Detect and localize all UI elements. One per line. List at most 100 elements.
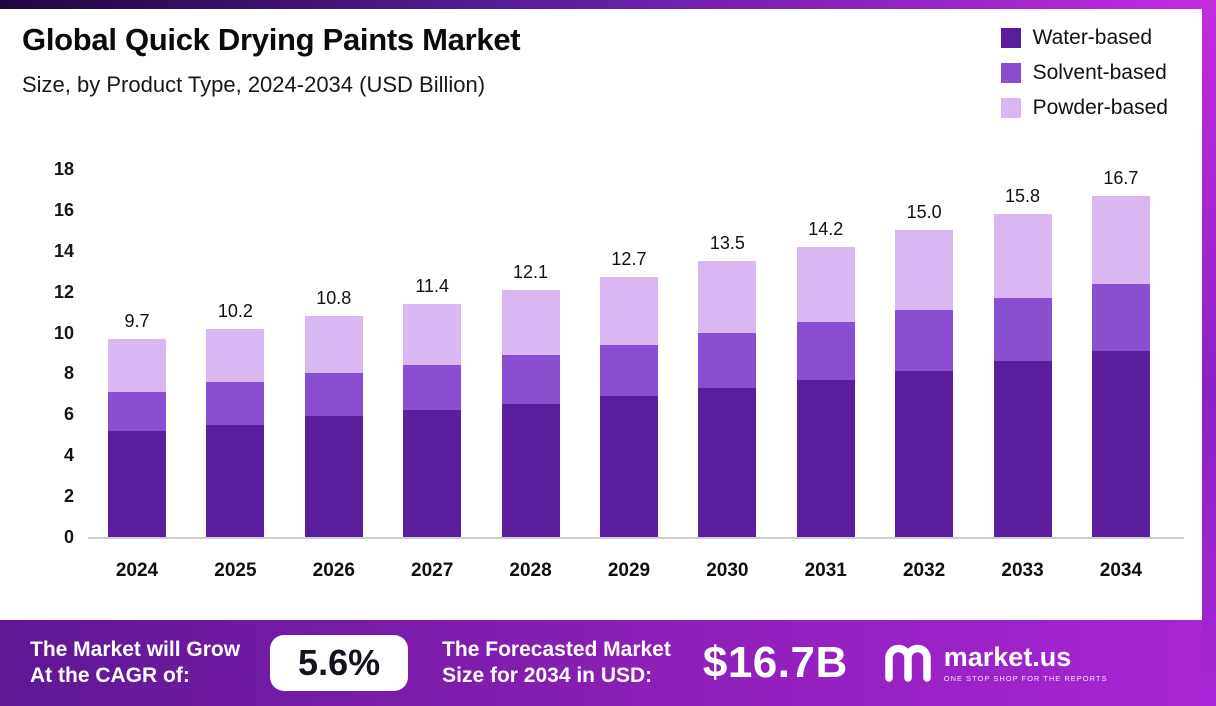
y-axis-tick-14: 14 bbox=[53, 240, 74, 261]
bar-segment-powder-based bbox=[304, 316, 363, 374]
x-axis-label-2031: 2031 bbox=[804, 560, 847, 581]
legend-item-water-based: Water-based bbox=[1000, 26, 1168, 50]
bar-segment-powder-based bbox=[1091, 195, 1150, 284]
legend-swatch bbox=[1000, 98, 1021, 118]
forecast-label: The Forecasted Market Size for 2034 in U… bbox=[442, 637, 671, 688]
bar-segment-water-based bbox=[895, 371, 954, 537]
x-axis-labels: 2024 2025 2026 2027 2028 2029 2030 2031 2032 2033… bbox=[88, 560, 1170, 582]
x-axis-line bbox=[88, 537, 1184, 539]
y-axis-tick-16: 16 bbox=[53, 199, 74, 220]
legend-swatch bbox=[1000, 28, 1021, 48]
bar-segment-water-based bbox=[108, 430, 166, 537]
bar-total-label: 16.7 bbox=[1103, 167, 1139, 188]
y-axis-tick-18: 18 bbox=[53, 159, 74, 179]
legend-item-powder-based: Powder-based bbox=[1000, 96, 1168, 120]
cagr-value-badge: 5.6% bbox=[270, 635, 409, 691]
x-axis-label-2027: 2027 bbox=[411, 560, 454, 581]
bar-segment-solvent-based bbox=[993, 297, 1052, 362]
bar-segment-powder-based bbox=[698, 261, 757, 333]
bar-segment-powder-based bbox=[993, 214, 1052, 298]
brand-lockup: market.us ONE STOP SHOP FOR THE REPORTS bbox=[882, 640, 1108, 686]
x-axis-label-2029: 2029 bbox=[607, 560, 651, 581]
footer-banner: The Market will Grow At the CAGR of: 5.6… bbox=[0, 620, 1216, 706]
legend-label: Water-based bbox=[1032, 26, 1153, 49]
bar-segment-powder-based bbox=[108, 338, 166, 392]
forecast-label-line1: The Forecasted Market bbox=[442, 638, 671, 662]
bar-2033: 15.8 bbox=[993, 117, 1052, 537]
bar-total-label: 14.2 bbox=[808, 218, 844, 239]
bar-segment-solvent-based bbox=[403, 365, 462, 411]
y-axis-tick-10: 10 bbox=[53, 322, 74, 343]
cagr-label: The Market will Grow At the CAGR of: bbox=[30, 637, 240, 688]
bar-segment-water-based bbox=[501, 404, 560, 537]
brand-tagline: ONE STOP SHOP FOR THE REPORTS bbox=[943, 673, 1108, 683]
cagr-label-line2: At the CAGR of: bbox=[30, 664, 190, 687]
bar-segment-powder-based bbox=[796, 246, 855, 323]
x-axis-label-2028: 2028 bbox=[509, 560, 552, 581]
bar-segment-powder-based bbox=[403, 303, 462, 366]
marketus-logo-icon bbox=[885, 644, 931, 682]
legend-label: Powder-based bbox=[1032, 96, 1168, 119]
bar-2034: 16.7 bbox=[1091, 117, 1150, 537]
legend-item-solvent-based: Solvent-based bbox=[1000, 61, 1168, 85]
bar-segment-water-based bbox=[796, 379, 855, 537]
bar-segment-solvent-based bbox=[501, 355, 560, 405]
bar-segment-powder-based bbox=[895, 230, 954, 311]
x-axis-label-2025: 2025 bbox=[214, 560, 257, 581]
bar-segment-solvent-based bbox=[206, 381, 265, 425]
page-title: Global Quick Drying Paints Market bbox=[22, 22, 521, 57]
legend-label: Solvent-based bbox=[1032, 61, 1167, 84]
bar-segment-solvent-based bbox=[599, 344, 658, 396]
bar-segment-powder-based bbox=[501, 289, 560, 356]
y-axis-tick-2: 2 bbox=[63, 486, 74, 507]
bar-segment-water-based bbox=[993, 361, 1052, 537]
bar-total-label: 15.8 bbox=[1004, 186, 1041, 206]
bar-2025: 10.2 bbox=[206, 117, 265, 537]
bar-segment-powder-based bbox=[599, 277, 658, 345]
bar-2032: 15.0 bbox=[895, 117, 954, 537]
x-axis-label-2026: 2026 bbox=[312, 560, 355, 581]
bar-2024: 9.7 bbox=[108, 117, 166, 537]
y-axis-tick-6: 6 bbox=[63, 404, 74, 425]
bar-total-label: 10.8 bbox=[316, 288, 352, 309]
bar-total-label: 9.7 bbox=[124, 310, 150, 331]
bar-segment-powder-based bbox=[206, 328, 265, 382]
top-border-strip bbox=[0, 0, 1216, 9]
x-axis-label-2034: 2034 bbox=[1099, 560, 1143, 581]
bar-2028: 12.1 bbox=[501, 117, 560, 537]
brand-text: market.us ONE STOP SHOP FOR THE REPORTS bbox=[943, 641, 1108, 683]
bar-2031: 14.2 bbox=[796, 117, 855, 537]
x-axis-label-2024: 2024 bbox=[115, 560, 159, 581]
legend: Water-based Solvent-based Powder-based bbox=[1000, 26, 1168, 120]
right-border-strip bbox=[1202, 0, 1216, 706]
bar-total-label: 12.1 bbox=[513, 261, 549, 282]
bar-2029: 12.7 bbox=[599, 117, 658, 537]
bar-segment-water-based bbox=[304, 416, 363, 537]
bar-2030: 13.5 bbox=[698, 117, 757, 537]
legend-swatch bbox=[1000, 63, 1021, 83]
bar-total-label: 15.0 bbox=[906, 202, 942, 223]
bar-segment-solvent-based bbox=[108, 391, 166, 431]
bar-segment-solvent-based bbox=[796, 322, 855, 380]
forecast-value: $16.7B bbox=[702, 638, 848, 687]
brand-name: market.us bbox=[943, 641, 1072, 672]
bars: 9.7 10.2 10.8 11.4 12.1 12.7 13.5 14.2 15.0 15.8 1… bbox=[88, 168, 1170, 537]
x-axis-label-2030: 2030 bbox=[706, 560, 749, 581]
x-axis-label-2033: 2033 bbox=[1001, 560, 1044, 581]
y-axis-tick-0: 0 bbox=[63, 527, 74, 547]
cagr-label-line1: The Market will Grow bbox=[30, 638, 241, 662]
bar-segment-solvent-based bbox=[304, 373, 363, 417]
bar-segment-water-based bbox=[206, 424, 265, 537]
x-axis-label-2032: 2032 bbox=[902, 560, 946, 581]
bar-segment-water-based bbox=[599, 395, 658, 537]
bar-segment-solvent-based bbox=[895, 310, 954, 372]
y-axis-tick-4: 4 bbox=[63, 445, 74, 466]
bar-total-label: 13.5 bbox=[709, 233, 745, 254]
bar-2026: 10.8 bbox=[304, 117, 363, 537]
bar-segment-water-based bbox=[698, 387, 757, 537]
bar-segment-water-based bbox=[1091, 350, 1150, 537]
y-axis-tick-8: 8 bbox=[63, 363, 74, 384]
bar-total-label: 10.2 bbox=[217, 300, 253, 321]
y-axis-tick-12: 12 bbox=[53, 281, 74, 302]
